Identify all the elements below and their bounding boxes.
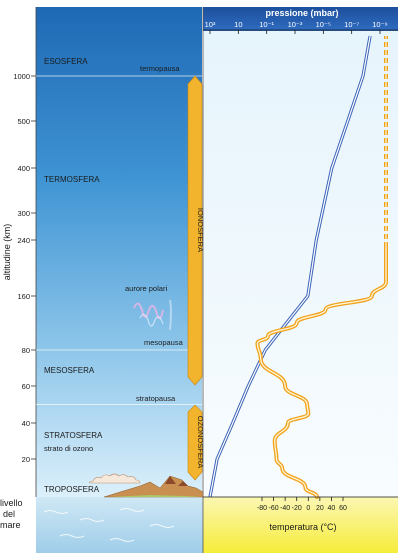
aurora-label: aurore polari [125,284,167,293]
landscape-image [103,475,204,498]
top-tick-label: 10⁻⁷ [344,20,359,29]
bottom-tick-label: -40 [280,505,290,512]
top-tick-label: 10 [234,20,242,29]
pressure-line-inner [209,35,371,498]
bottom-tick-label: -60 [269,505,279,512]
top-tick-label: 10⁻⁵ [316,20,331,29]
y-tick-label: 240 [17,236,30,245]
bottom-tick-label: 60 [339,505,347,512]
top-tick-label: 10⁻¹ [259,20,274,29]
ionosphere-label: IONOSFERA [196,208,205,252]
layer-label-esosfera: ESOSFERA [44,57,88,66]
ozonosphere-label: OZONOSFERA [196,416,205,469]
temperature-series [255,36,388,499]
aurora-image [133,299,172,331]
y-tick-label: 40 [22,419,30,428]
y-tick-label: 300 [17,209,30,218]
boundary-label-termopausa: termopausa [140,64,180,73]
temperature-axis-band [203,497,398,553]
y-tick-label: 400 [17,164,30,173]
pressure-series [208,35,372,498]
pressure-axis-title: pressione (mbar) [265,8,338,18]
cloud-image [89,473,141,484]
layer-label-termosfera: TERMOSFERA [44,175,100,184]
boundary-label-stratopausa: stratopausa [136,394,176,403]
top-tick-label: 10³ [205,20,216,29]
bottom-tick-label: 20 [316,505,324,512]
layer-label-troposfera: TROPOSFERA [44,485,100,494]
sky-panel [36,7,202,497]
temperature-line-inner [256,246,387,498]
y-tick-label: 160 [17,292,30,301]
temperature-axis-title: temperatura (°C) [269,522,336,532]
sea-waves [43,508,175,542]
boundary-label-mesopausa: mesopausa [144,338,184,347]
y-tick-label: 80 [22,346,30,355]
altitude-axis-title: altitudine (km) [2,224,12,281]
bottom-tick-label: 0 [306,505,310,512]
y-tick-label: 20 [22,455,30,464]
y-tick-label: 60 [22,382,30,391]
layer-label-mesosfera: MESOSFERA [44,366,95,375]
y-tick-label: 500 [17,117,30,126]
bottom-tick-label: -20 [292,505,302,512]
bottom-tick-label: 40 [328,505,336,512]
ozonosphere-band [187,404,203,481]
ozone-layer-label: strato di ozono [44,444,93,453]
sea-level-label: livello del mare [0,498,25,530]
top-tick-label: 10⁻⁹ [372,20,388,29]
bottom-tick-label: -80 [257,505,267,512]
top-tick-label: 10⁻³ [288,20,303,29]
pressure-axis-band [203,7,398,31]
ionosphere-band [187,75,203,386]
sea [36,497,203,553]
y-tick-label: 1000 [13,72,30,81]
layer-label-stratosfera: STRATOSFERA [44,431,103,440]
